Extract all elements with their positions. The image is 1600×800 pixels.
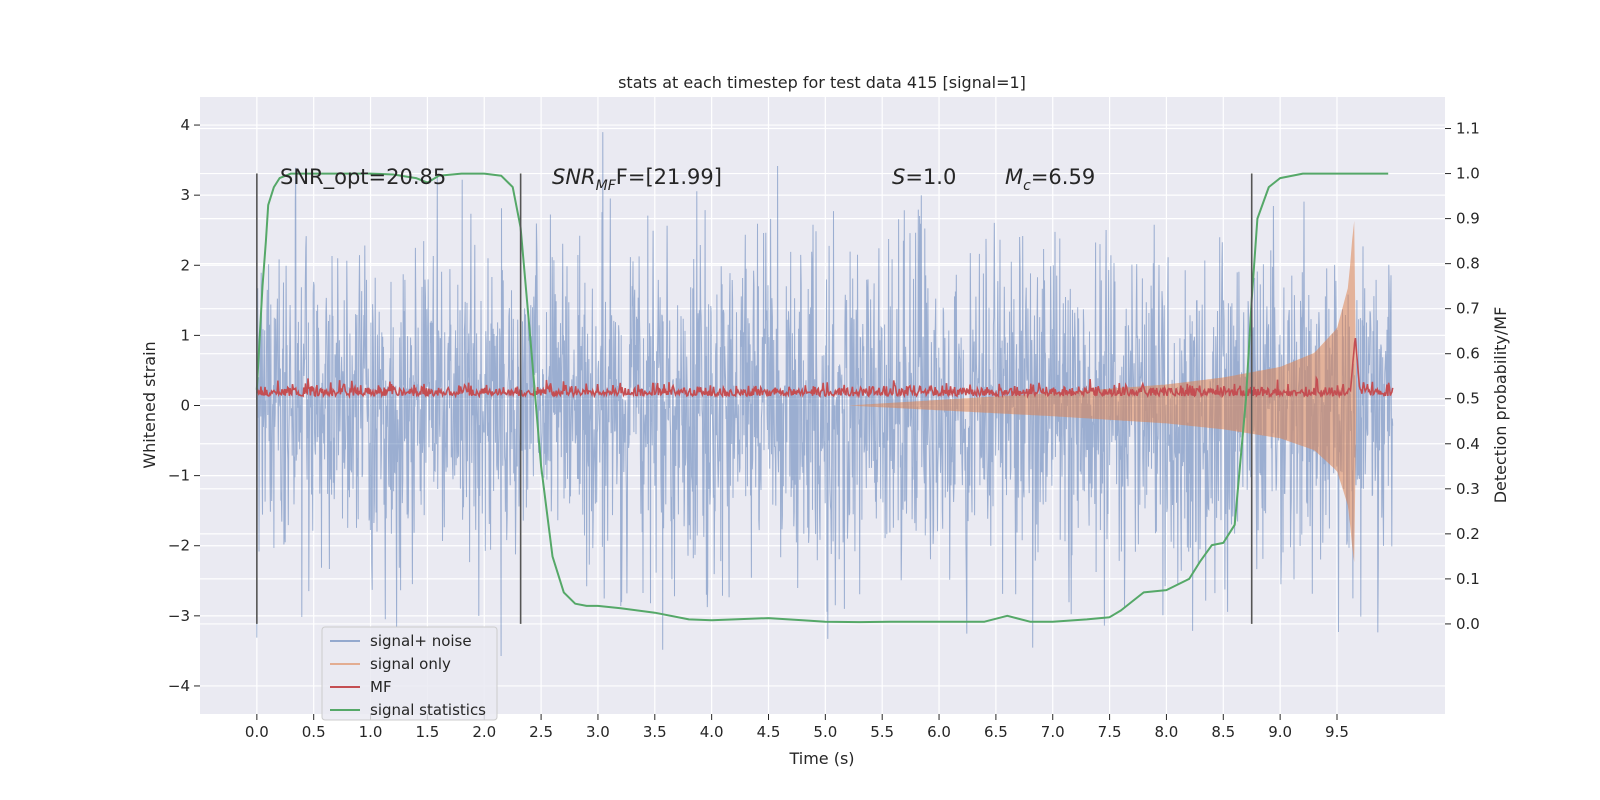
y-axis-label: Whitened strain bbox=[140, 341, 159, 468]
y-axis-right-label: Detection probability/MF bbox=[1491, 307, 1510, 504]
s-name: S bbox=[892, 165, 905, 189]
y-right-tick-label: 0.5 bbox=[1456, 390, 1480, 408]
x-tick-label: 0.0 bbox=[245, 723, 269, 741]
s-tail: =1.0 bbox=[905, 165, 956, 189]
y-tick-label: 1 bbox=[180, 326, 190, 344]
mc-name: M bbox=[1005, 165, 1023, 189]
x-tick-label: 5.0 bbox=[813, 723, 837, 741]
y-tick-label: −1 bbox=[168, 467, 190, 485]
x-tick-label: 6.5 bbox=[984, 723, 1008, 741]
x-tick-label: 3.0 bbox=[586, 723, 610, 741]
legend-label: signal statistics bbox=[370, 701, 486, 719]
y-tick-label: 0 bbox=[180, 397, 190, 415]
y-right-tick-label: 0.1 bbox=[1456, 570, 1480, 588]
y-tick-label: −3 bbox=[168, 607, 190, 625]
legend-label: signal only bbox=[370, 655, 451, 673]
y-right-tick-label: 0.4 bbox=[1456, 435, 1480, 453]
y-tick-label: 2 bbox=[180, 256, 190, 274]
series-mf bbox=[256, 337, 1394, 399]
x-tick-label: 1.5 bbox=[415, 723, 439, 741]
annotation-snr-opt: SNR_opt=20.85 bbox=[280, 165, 446, 190]
legend-label: signal+ noise bbox=[370, 632, 472, 650]
y-right-tick-label: 0.0 bbox=[1456, 615, 1480, 633]
x-tick-label: 0.5 bbox=[302, 723, 326, 741]
y-tick-label: −4 bbox=[168, 677, 190, 695]
y-tick-label: 4 bbox=[180, 116, 190, 134]
y-tick-label: −2 bbox=[168, 537, 190, 555]
snr-mf-sub: MF bbox=[596, 178, 617, 194]
series-signal-statistics bbox=[255, 172, 1389, 624]
y-right-tick-label: 0.7 bbox=[1456, 300, 1480, 318]
legend: signal+ noise signal only MF signal statist… bbox=[321, 626, 498, 721]
chart-title: stats at each timestep for test data 415… bbox=[618, 73, 1026, 92]
x-axis-label: Time (s) bbox=[788, 749, 854, 768]
y-right-tick-label: 1.1 bbox=[1456, 120, 1480, 138]
x-tick-label: 7.5 bbox=[1098, 723, 1122, 741]
x-tick-label: 7.0 bbox=[1041, 723, 1065, 741]
x-tick-label: 6.0 bbox=[927, 723, 951, 741]
snr-mf-tail: F=[21.99] bbox=[616, 165, 722, 189]
legend-box bbox=[321, 626, 498, 721]
y-right-tick-label: 0.8 bbox=[1456, 255, 1480, 273]
x-tick-label: 1.0 bbox=[359, 723, 383, 741]
x-tick-label: 4.0 bbox=[700, 723, 724, 741]
series-layer bbox=[255, 132, 1394, 657]
vertical-markers bbox=[256, 173, 1253, 624]
x-tick-label: 8.5 bbox=[1211, 723, 1235, 741]
x-tick-label: 2.0 bbox=[472, 723, 496, 741]
x-tick-label: 9.5 bbox=[1325, 723, 1349, 741]
y-tick-label: 3 bbox=[180, 186, 190, 204]
y-right-tick-label: 0.9 bbox=[1456, 210, 1480, 228]
x-tick-label: 8.0 bbox=[1155, 723, 1179, 741]
mc-tail: =6.59 bbox=[1031, 165, 1095, 189]
annotation-snr-mf: SNRMFF=[21.99] bbox=[552, 165, 722, 194]
y-right-tick-label: 0.3 bbox=[1456, 480, 1480, 498]
mc-sub: c bbox=[1023, 178, 1031, 194]
x-tick-label: 9.0 bbox=[1268, 723, 1292, 741]
x-tick-label: 4.5 bbox=[757, 723, 781, 741]
series-signal-noise bbox=[256, 132, 1394, 657]
y-right-tick-label: 0.2 bbox=[1456, 525, 1480, 543]
snr-mf-name: SNR bbox=[552, 165, 596, 189]
x-axis-ticks: 0.0 0.5 1.0 1.5 2.0 2.5 3.0 3.5 4.0 4.5 5.0 5.5 6.0 6… bbox=[245, 714, 1349, 741]
y-right-tick-label: 1.0 bbox=[1456, 165, 1480, 183]
legend-label: MF bbox=[370, 678, 392, 696]
series-signal-only bbox=[848, 221, 1357, 563]
x-tick-label: 2.5 bbox=[529, 723, 553, 741]
x-tick-label: 3.5 bbox=[643, 723, 667, 741]
x-tick-label: 5.5 bbox=[870, 723, 894, 741]
annotation-s: S=1.0 bbox=[892, 165, 956, 189]
annotation-mc: Mc=6.59 bbox=[1005, 165, 1095, 194]
y-axis-ticks: −4 −3 −2 −1 0 1 2 3 4 bbox=[168, 116, 200, 695]
y-axis-right-ticks: 0.0 0.1 0.2 0.3 0.4 0.5 0.6 0.7 0.8 0.9 1.0 1.1 bbox=[1445, 120, 1480, 633]
y-right-tick-label: 0.6 bbox=[1456, 345, 1480, 363]
